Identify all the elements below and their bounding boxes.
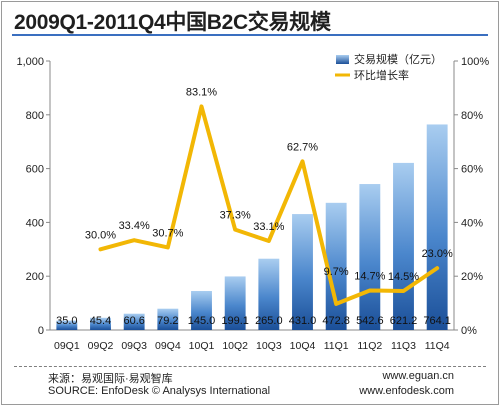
- growth-rate-line: [98, 104, 440, 306]
- bar: [292, 214, 313, 330]
- footer-url-eguan: www.eguan.cn: [382, 370, 454, 382]
- growth-rate-label: 33.4%: [119, 220, 150, 232]
- y-right-tick-label: 100%: [461, 56, 489, 68]
- bar-value-label: 542.6: [356, 315, 384, 327]
- chart-title: 2009Q1-2011Q4中国B2C交易规模: [14, 11, 331, 34]
- x-tick-label: 10Q3: [256, 340, 282, 352]
- footer-url-enfodesk: www.enfodesk.com: [359, 385, 454, 397]
- bars-group: [56, 124, 448, 331]
- y-right-tick-label: 20%: [461, 271, 483, 283]
- x-tick-label: 11Q2: [357, 340, 382, 352]
- x-tick-label: 10Q4: [290, 340, 316, 352]
- bar: [426, 124, 448, 331]
- bar-value-label: 45.4: [90, 315, 111, 327]
- x-tick-label: 11Q4: [425, 340, 450, 352]
- y-left-tick-label: 1,000: [16, 56, 44, 68]
- legend-line-label: 环比增长率: [354, 68, 409, 82]
- bar: [123, 313, 145, 330]
- growth-rate-label: 9.7%: [324, 266, 349, 278]
- y-left-tick-label: 800: [26, 110, 44, 122]
- data-labels-group: 35.0 45.4 60.6 79.2 145.0 199.1 265.0 431.0 472.…: [56, 86, 453, 327]
- growth-rate-label: 62.7%: [287, 141, 318, 153]
- y-right-tick-label: 60%: [461, 164, 483, 176]
- y-left-tick-label: 400: [26, 217, 44, 229]
- bar: [90, 317, 111, 330]
- growth-rate-label: 14.7%: [354, 270, 385, 282]
- bar: [191, 290, 212, 330]
- legend: 交易规模（亿元） 环比增长率: [335, 52, 442, 82]
- bar-value-label: 79.2: [157, 315, 178, 327]
- growth-rate-label: 33.1%: [253, 221, 284, 233]
- x-tick-label: 09Q2: [88, 340, 114, 352]
- x-tick-label: 10Q2: [222, 340, 248, 352]
- bar-value-label: 35.0: [56, 315, 77, 327]
- bar: [258, 258, 280, 330]
- legend-bar-label: 交易规模（亿元）: [354, 52, 442, 66]
- x-tick-label: 11Q3: [391, 340, 416, 352]
- bar: [359, 184, 381, 330]
- x-tick-label: 09Q1: [54, 340, 80, 352]
- bar-value-label: 431.0: [289, 315, 317, 327]
- bar-value-label: 60.6: [123, 315, 144, 327]
- x-tick-label: 10Q1: [189, 340, 215, 352]
- bar: [157, 308, 179, 330]
- bar: [224, 276, 246, 330]
- growth-rate-label: 23.0%: [422, 248, 453, 260]
- y-left-tick-label: 200: [26, 271, 44, 283]
- y-right-tick-label: 0%: [461, 325, 477, 337]
- y-left-tick-label: 600: [26, 164, 44, 176]
- footer-source-en: SOURCE: EnfoDesk © Analysys Internationa…: [48, 385, 271, 397]
- bar-value-label: 265.0: [255, 315, 283, 327]
- growth-rate-label: 30.0%: [85, 229, 116, 241]
- growth-rate-label: 14.5%: [388, 271, 419, 283]
- x-tick-label: 09Q3: [121, 340, 147, 352]
- y-right-tick-label: 40%: [461, 217, 483, 229]
- growth-line-group: [98, 104, 440, 306]
- title-rule: [12, 34, 488, 36]
- legend-bar-swatch: [336, 55, 349, 64]
- bar-value-label: 472.8: [322, 315, 350, 327]
- bar-value-label: 764.1: [423, 315, 451, 327]
- bar-value-label: 199.1: [221, 315, 249, 327]
- bar: [56, 320, 78, 330]
- y-left-tick-label: 0: [38, 325, 44, 337]
- footer-rule: [14, 366, 486, 367]
- y-right-tick-label: 80%: [461, 110, 483, 122]
- x-tick-label: 11Q1: [324, 340, 349, 352]
- footer-source-cn: 来源：易观国际·易观智库: [48, 373, 173, 385]
- bar-value-label: 621.2: [390, 315, 418, 327]
- bar: [325, 202, 347, 330]
- growth-rate-label: 37.3%: [220, 210, 251, 222]
- b2c-combo-chart: 0 200 400 600 800 1,000 0% 20% 40% 60% 80% 100% 09Q1…: [16, 52, 489, 352]
- x-tick-label: 09Q4: [155, 340, 181, 352]
- axes-group: 0 200 400 600 800 1,000 0% 20% 40% 60% 80% 100% 09Q1…: [16, 56, 489, 352]
- growth-rate-label: 83.1%: [186, 86, 217, 98]
- bar: [393, 162, 414, 330]
- growth-rate-label: 30.7%: [152, 227, 183, 239]
- bar-value-label: 145.0: [188, 315, 216, 327]
